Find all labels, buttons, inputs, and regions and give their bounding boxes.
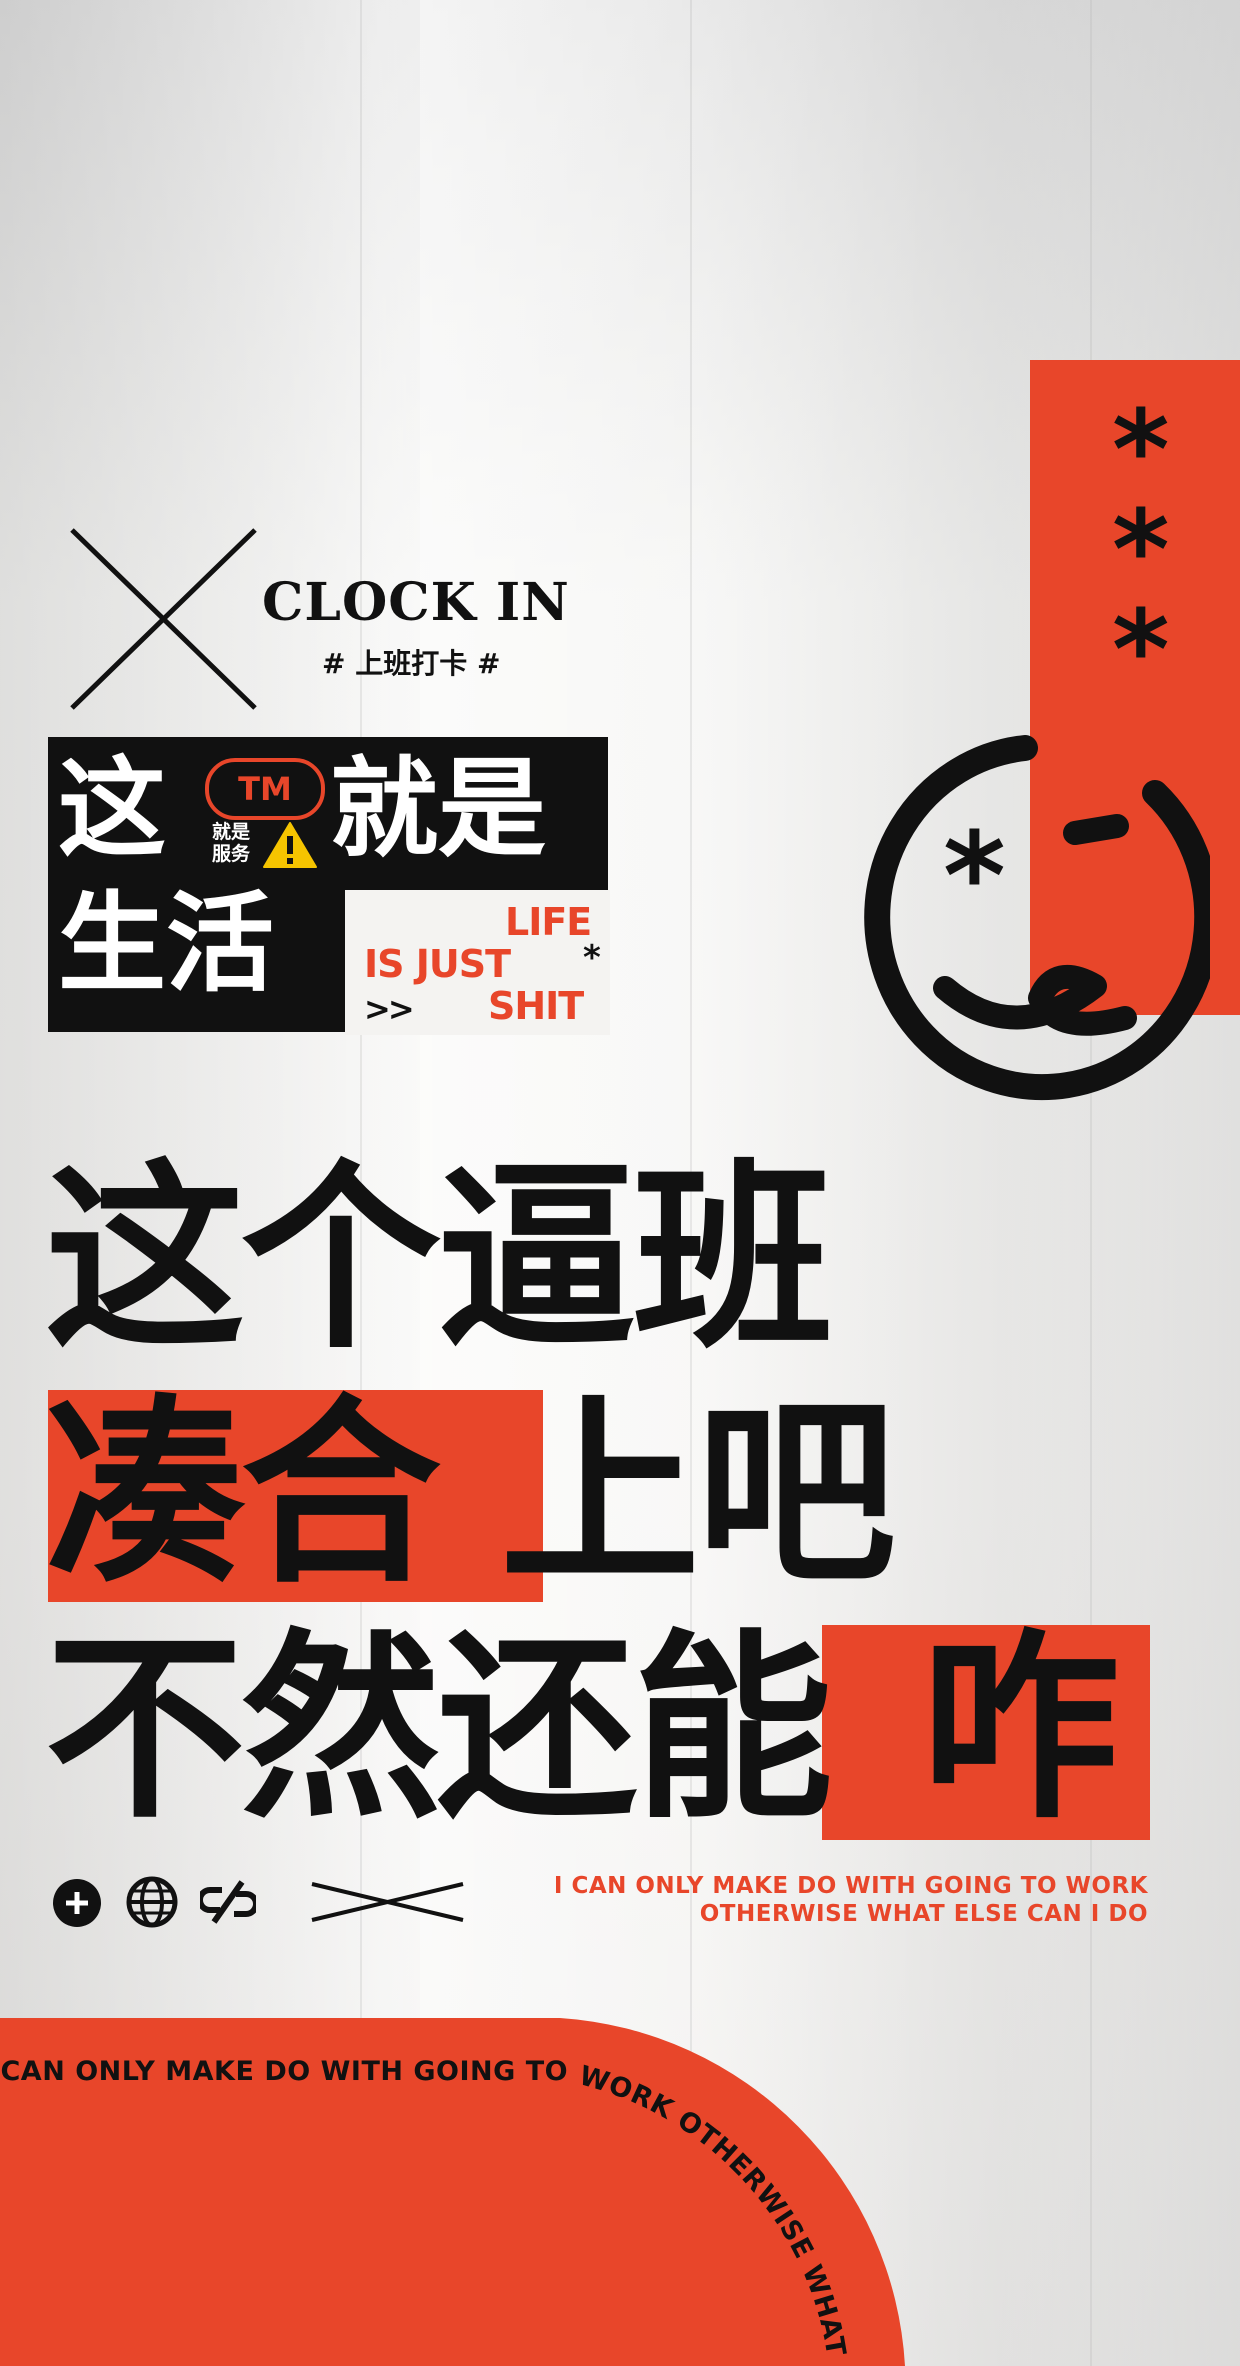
link-icon: [200, 1880, 256, 1924]
star-icon: *: [583, 938, 601, 978]
life-block-notch: [345, 890, 610, 1035]
clock-in-title: CLOCK IN: [262, 572, 570, 633]
clock-in-subtitle: # 上班打卡 #: [322, 647, 501, 680]
is-just-text: IS JUST: [364, 942, 511, 986]
shit-text: SHIT: [488, 984, 584, 1028]
headline-line2-rest: 上吧: [500, 1378, 896, 1611]
cross-icon: [70, 528, 257, 710]
block-char-zhe: 这: [58, 747, 167, 872]
headline-line3: 不然还能: [45, 1613, 833, 1846]
star-icon: *: [1112, 586, 1170, 714]
globe-icon: [126, 1876, 178, 1928]
headline-line1: 这个逼班: [45, 1143, 833, 1376]
tile-line: [690, 0, 692, 2366]
trademark-badge: TM: [205, 758, 325, 820]
highlight-bar-1: [48, 1390, 543, 1602]
add-icon: [53, 1879, 101, 1927]
life-text: LIFE: [505, 900, 592, 944]
cross-lines-icon: [311, 1882, 464, 1922]
block-small-2: 服务: [212, 843, 251, 865]
english-line2: OTHERWISE WHAT ELSE CAN I DO: [699, 1901, 1148, 1927]
smiley-eye: *: [943, 808, 1006, 947]
tile-line: [1090, 0, 1092, 2366]
block-shenghuo: 生活: [58, 882, 275, 1007]
star-icon: *: [1112, 486, 1170, 614]
warning-icon: [263, 822, 317, 868]
arrows-icon: >>: [364, 990, 415, 1028]
headline-line2-highlight: 凑合: [45, 1378, 441, 1611]
headline-line3-highlight: 咋: [920, 1613, 1120, 1846]
english-line1: I CAN ONLY MAKE DO WITH GOING TO WORK: [553, 1873, 1148, 1899]
tile-line: [360, 0, 362, 2366]
highlight-bar-2: [822, 1625, 1150, 1840]
block-jiushi: 就是: [330, 747, 547, 872]
block-small-1: 就是: [212, 821, 251, 843]
bottom-curve-shape: I CAN ONLY MAKE DO WITH GOING TO WORK OT…: [0, 2010, 905, 2366]
smiley-icon: *: [864, 735, 1210, 1101]
star-icon: *: [1112, 386, 1170, 514]
